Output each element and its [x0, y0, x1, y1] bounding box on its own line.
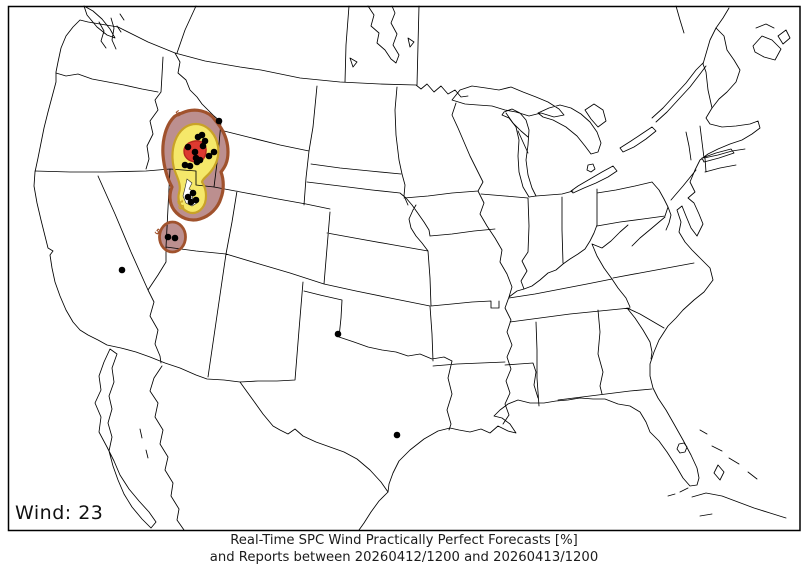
contour-label-15: 15 — [175, 199, 186, 211]
basemap — [33, 5, 791, 531]
national-outline — [33, 19, 761, 497]
wind-report-dot — [171, 234, 179, 242]
wind-report-dot — [393, 431, 401, 439]
wind-report-dot — [192, 196, 200, 204]
wind-report-dot — [193, 158, 201, 166]
wind-report-dot — [201, 137, 209, 145]
wind-report-dot — [210, 148, 218, 156]
wind-report-dot — [205, 152, 213, 160]
wind-report-dot — [164, 233, 172, 241]
wind-report-dot — [189, 189, 197, 197]
wind-report-dot — [199, 142, 207, 150]
wind-report-dot — [184, 143, 192, 151]
contour-label-5-secondary: 5 — [153, 227, 163, 237]
wind-report-dot — [194, 133, 202, 141]
wind-count-label: Wind: 23 — [15, 502, 104, 524]
figure-caption: Real-Time SPC Wind Practically Perfect F… — [0, 533, 808, 566]
wind-report-dot — [187, 198, 195, 206]
canada-mexico-coastlines — [83, 5, 791, 531]
map-frame — [7, 5, 801, 532]
wind-report-dot — [118, 266, 126, 274]
wind-report-dot — [181, 161, 189, 169]
caption-line-1: Real-Time SPC Wind Practically Perfect F… — [230, 533, 578, 548]
wind-report-dot — [334, 330, 342, 338]
contour-labels: 5 15 5 — [153, 108, 186, 237]
wind-report-dot — [184, 193, 192, 201]
wind-report-dots — [118, 117, 401, 439]
caption-line-2: and Reports between 20260412/1200 and 20… — [209, 549, 599, 565]
wind-report-dot — [191, 148, 199, 156]
contour-label-5: 5 — [174, 108, 183, 118]
state-borders — [34, 52, 746, 454]
wind-report-dot — [215, 117, 223, 125]
wind-report-dot — [186, 162, 194, 170]
